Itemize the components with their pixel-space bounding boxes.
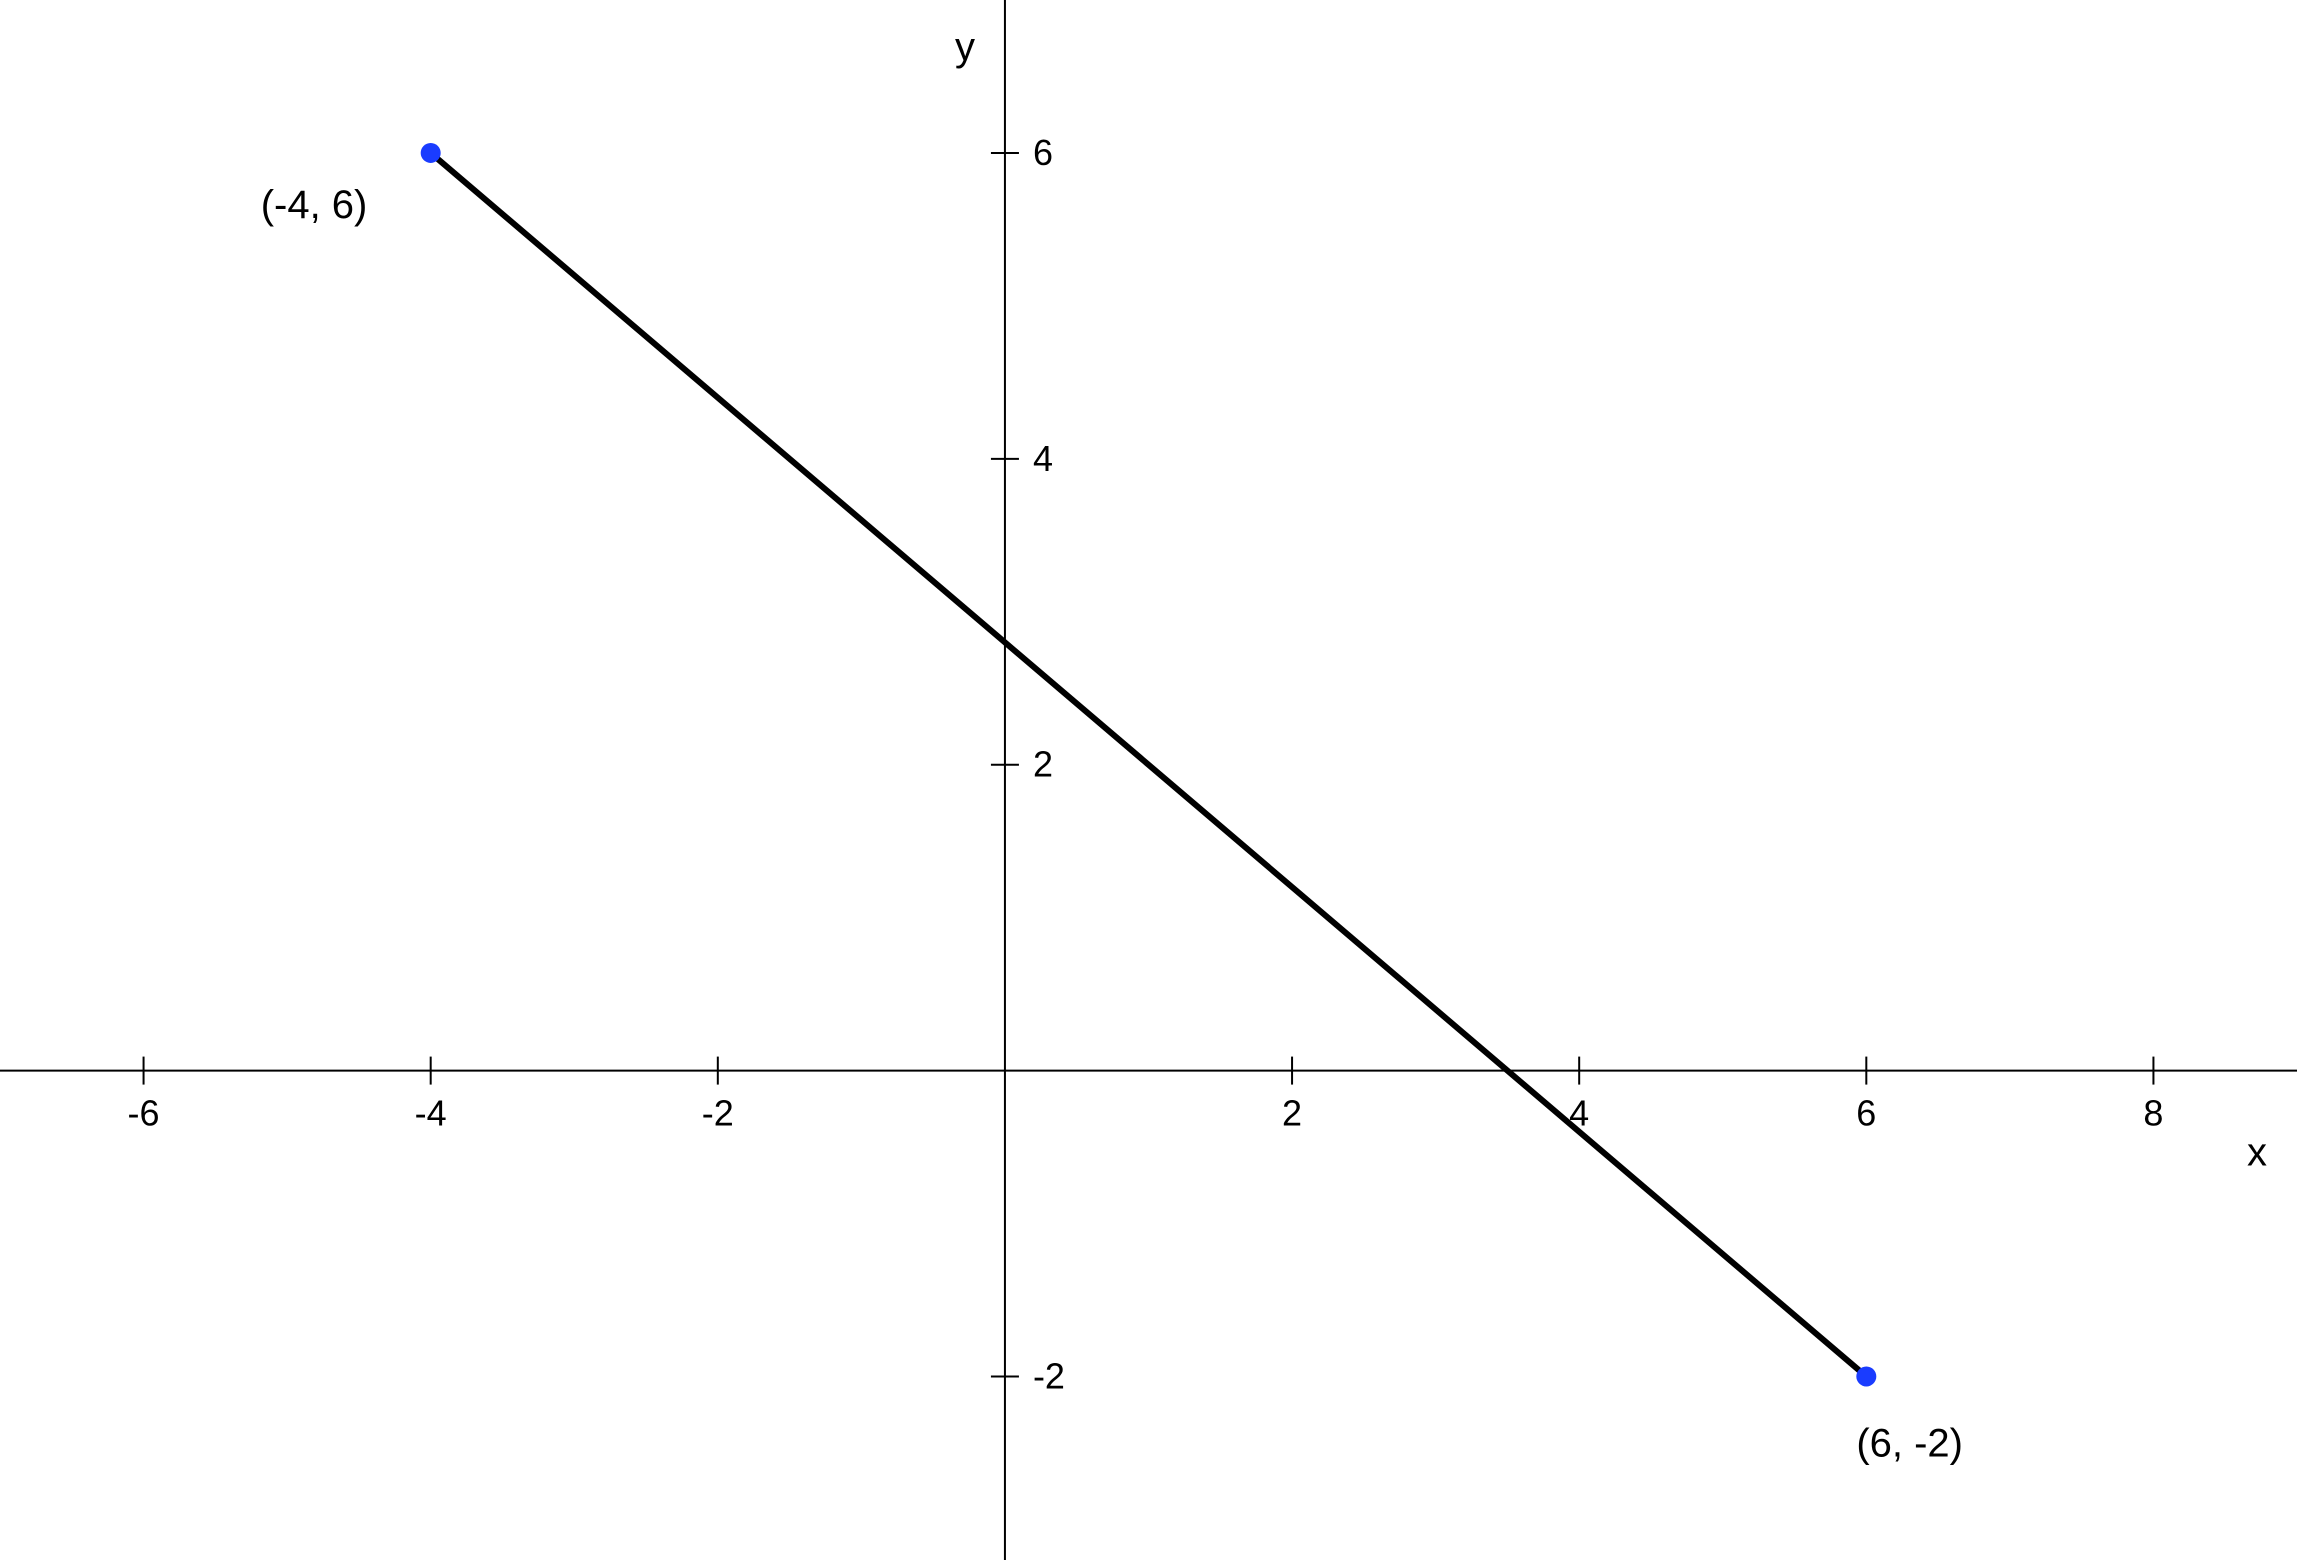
chart-container: -6-4-22468-2246yx(-4, 6)(6, -2) [0,0,2297,1560]
x-tick-label: 8 [2143,1093,2163,1134]
x-tick-label: -4 [415,1093,447,1134]
y-tick-label: 2 [1033,744,1053,785]
x-tick-label: 6 [1856,1093,1876,1134]
y-tick-label: 6 [1033,132,1053,173]
x-axis-label: x [2247,1131,2267,1175]
point-label: (-4, 6) [261,183,368,227]
chart-background [0,0,2297,1560]
data-point [1856,1366,1876,1386]
y-axis-label: y [955,25,975,69]
x-tick-label: -6 [128,1093,160,1134]
x-tick-label: -2 [702,1093,734,1134]
coordinate-chart: -6-4-22468-2246yx(-4, 6)(6, -2) [0,0,2297,1560]
y-tick-label: 4 [1033,438,1053,479]
x-tick-label: 2 [1282,1093,1302,1134]
data-point [421,143,441,163]
y-tick-label: -2 [1033,1355,1065,1396]
point-label: (6, -2) [1856,1421,1963,1465]
